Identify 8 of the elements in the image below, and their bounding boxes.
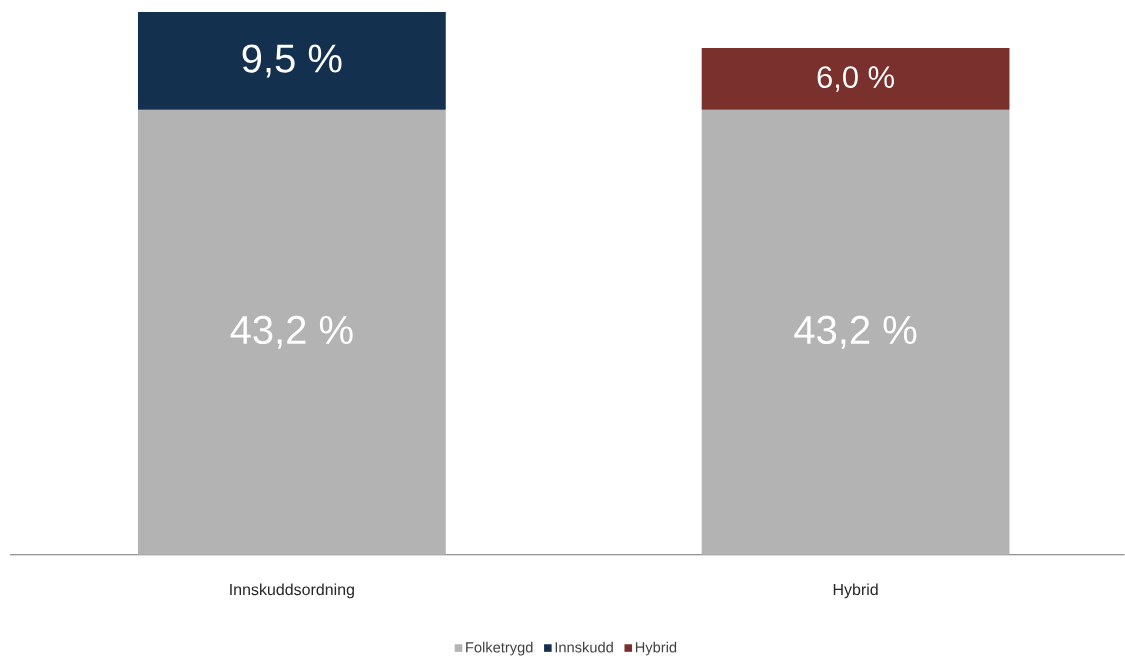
data-label: 9,5 % — [242, 44, 342, 78]
data-label: 43,2 % — [230, 315, 353, 349]
data-label: 6,0 % — [817, 66, 894, 92]
x-tick-label: Innskuddsordning — [230, 583, 354, 599]
data-label: 43,2 % — [794, 315, 917, 349]
legend-label: Folketrygd — [466, 641, 533, 656]
legend-label: Innskudd — [555, 641, 613, 653]
legend-label: Hybrid — [635, 641, 677, 656]
